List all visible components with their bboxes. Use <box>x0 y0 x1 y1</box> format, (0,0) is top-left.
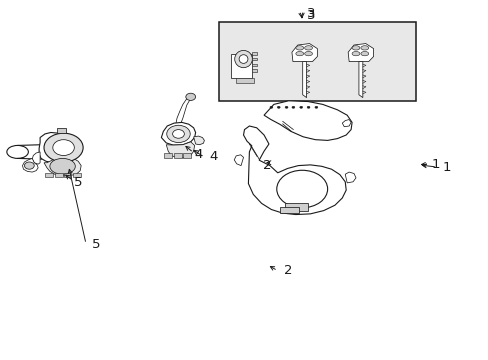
Text: 2: 2 <box>283 264 291 277</box>
Ellipse shape <box>304 46 312 50</box>
Text: 4: 4 <box>194 148 203 161</box>
Ellipse shape <box>24 162 34 169</box>
Text: 2: 2 <box>263 159 271 172</box>
Text: 1: 1 <box>442 161 450 174</box>
Bar <box>251 69 256 72</box>
Ellipse shape <box>306 106 309 108</box>
Polygon shape <box>234 155 243 166</box>
Polygon shape <box>342 120 350 127</box>
Bar <box>55 173 62 177</box>
Polygon shape <box>358 62 362 98</box>
Polygon shape <box>22 158 38 172</box>
Bar <box>251 52 256 55</box>
Text: 4: 4 <box>209 150 217 163</box>
Ellipse shape <box>291 106 294 108</box>
Bar <box>284 203 307 211</box>
Ellipse shape <box>314 106 317 108</box>
Ellipse shape <box>351 51 359 56</box>
Ellipse shape <box>295 51 303 56</box>
Text: 1: 1 <box>430 158 439 171</box>
Ellipse shape <box>234 50 252 68</box>
Text: 5: 5 <box>74 176 82 189</box>
Bar <box>63 173 71 177</box>
Ellipse shape <box>53 140 74 156</box>
Ellipse shape <box>44 133 83 162</box>
Ellipse shape <box>239 55 247 63</box>
Ellipse shape <box>166 125 190 143</box>
Ellipse shape <box>304 51 312 56</box>
Polygon shape <box>39 132 79 163</box>
Polygon shape <box>176 96 192 124</box>
Ellipse shape <box>360 46 368 50</box>
Polygon shape <box>44 157 81 176</box>
Bar <box>174 153 182 158</box>
Bar <box>73 173 81 177</box>
Bar <box>164 153 172 158</box>
Bar <box>251 58 256 60</box>
Ellipse shape <box>276 170 327 208</box>
Polygon shape <box>291 44 317 62</box>
Bar <box>183 153 190 158</box>
Ellipse shape <box>185 93 195 100</box>
Ellipse shape <box>172 130 184 138</box>
Polygon shape <box>347 44 373 62</box>
Ellipse shape <box>360 51 368 56</box>
Text: 3: 3 <box>306 7 315 20</box>
Text: 3: 3 <box>306 9 315 22</box>
Ellipse shape <box>50 158 75 174</box>
Polygon shape <box>166 142 194 158</box>
Polygon shape <box>264 101 351 140</box>
Ellipse shape <box>295 46 303 50</box>
Ellipse shape <box>299 106 302 108</box>
Bar <box>231 54 251 78</box>
Polygon shape <box>243 126 346 215</box>
Ellipse shape <box>351 46 359 50</box>
Ellipse shape <box>269 106 272 108</box>
Bar <box>251 64 256 66</box>
Text: 5: 5 <box>92 238 100 251</box>
Bar <box>280 207 298 213</box>
Polygon shape <box>193 136 204 145</box>
Bar <box>57 128 65 133</box>
Polygon shape <box>161 122 195 145</box>
Ellipse shape <box>277 106 280 108</box>
Bar <box>45 173 53 177</box>
Polygon shape <box>302 62 306 98</box>
Bar <box>236 78 253 83</box>
Polygon shape <box>32 152 40 164</box>
Ellipse shape <box>285 106 287 108</box>
Bar <box>219 22 415 101</box>
Ellipse shape <box>7 145 28 158</box>
Polygon shape <box>345 172 355 183</box>
